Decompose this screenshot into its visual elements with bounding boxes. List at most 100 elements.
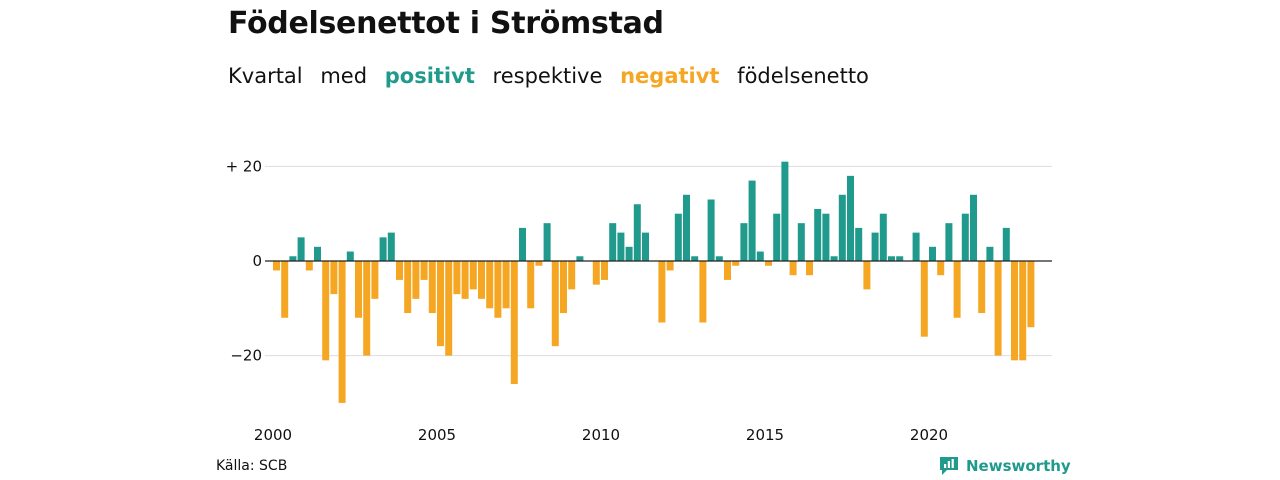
subtitle-word: respektive (492, 64, 603, 88)
bar-negative (863, 261, 871, 290)
bar-positive (691, 256, 699, 261)
bar-positive (756, 251, 764, 261)
bar-negative (486, 261, 494, 309)
bar-negative (273, 261, 280, 271)
bar-positive (879, 213, 887, 261)
bar-positive (838, 194, 846, 261)
bar-positive (929, 246, 936, 261)
x-tick-label: 2000 (254, 426, 292, 444)
bar-negative (371, 261, 379, 299)
bar-negative (601, 261, 608, 280)
bar-negative (551, 261, 559, 347)
bar-negative (724, 261, 731, 280)
bar-negative (502, 261, 510, 309)
bar-positive (314, 246, 321, 261)
y-tick-label: −20 (230, 347, 262, 365)
bar-positive (346, 251, 354, 261)
bar-positive (871, 232, 879, 261)
bar-negative (666, 261, 674, 271)
bar-positive (986, 246, 994, 261)
bar-negative (1019, 261, 1027, 361)
bar-positive (379, 237, 387, 261)
subtitle-negative-label: negativt (620, 64, 720, 88)
bar-negative (494, 261, 502, 318)
bar-positive (715, 256, 723, 261)
bar-positive (822, 213, 830, 261)
bar-positive (289, 256, 297, 261)
bar-positive (847, 175, 854, 261)
bar-negative (338, 261, 346, 403)
bar-positive (797, 223, 805, 261)
bar-negative (428, 261, 436, 314)
bar-positive (683, 194, 690, 261)
x-tick-label: 2010 (582, 426, 620, 444)
bar-positive (781, 161, 789, 261)
bar-positive (576, 256, 584, 261)
bar-positive (387, 232, 395, 261)
bar-negative (363, 261, 371, 356)
bar-negative (789, 261, 797, 276)
bar-negative (330, 261, 338, 295)
bar-negative (478, 261, 485, 299)
subtitle-positive-label: positivt (384, 64, 475, 88)
bar-negative (568, 261, 576, 290)
bar-negative (765, 261, 772, 266)
bar-positive (945, 223, 953, 261)
bar-negative (445, 261, 453, 356)
bar-negative (920, 261, 928, 337)
bar-positive (740, 223, 748, 261)
bar-positive (1002, 227, 1010, 261)
x-tick-label: 2020 (910, 426, 948, 444)
bar-negative (994, 261, 1002, 356)
subtitle-word: Kvartal (228, 64, 303, 88)
bar-negative (453, 261, 461, 295)
bar-positive (888, 256, 895, 261)
bar-positive (642, 232, 649, 261)
bar-negative (305, 261, 313, 271)
source-note: Källa: SCB (216, 458, 288, 474)
bar-positive (297, 237, 305, 261)
bar-negative (937, 261, 945, 276)
bar-negative (281, 261, 289, 318)
bar-positive (970, 194, 977, 261)
bar-negative (592, 261, 600, 285)
bar-negative (535, 261, 543, 266)
subtitle-word: födelsenetto (737, 64, 869, 88)
gridlines (265, 165, 1052, 357)
bar-positive (633, 204, 641, 261)
bar-negative (404, 261, 412, 314)
bar-positive (830, 256, 838, 261)
bar-negative (527, 261, 535, 309)
bar-negative (412, 261, 420, 299)
bar-positive (543, 223, 551, 261)
bar-positive (609, 223, 617, 261)
bar-positive (814, 208, 822, 261)
bar-negative (510, 261, 518, 384)
chart-title: Födelsenettot i Strömstad (228, 6, 664, 41)
bar-negative (978, 261, 986, 314)
y-axis-ticks: + 20 0 −20 (226, 157, 262, 364)
bar-positive (674, 213, 682, 261)
bar-positive (519, 227, 526, 261)
chart-subtitle: Kvartal med positivt respektive negativt… (228, 64, 880, 88)
bar-negative (1027, 261, 1035, 328)
bar-negative (322, 261, 330, 361)
bars (273, 161, 1035, 403)
bar-negative (437, 261, 444, 347)
subtitle-word: med (320, 64, 368, 88)
bar-negative (560, 261, 567, 314)
x-tick-label: 2015 (746, 426, 784, 444)
bar-negative (658, 261, 666, 323)
bar-negative (806, 261, 813, 276)
bar-positive (625, 246, 633, 261)
bar-positive (617, 232, 625, 261)
bar-positive (855, 227, 863, 261)
brand-logo: Newsworthy (938, 456, 1071, 476)
bar-negative (699, 261, 707, 323)
bar-negative (396, 261, 403, 280)
newsworthy-icon (940, 457, 958, 475)
bar-negative (461, 261, 469, 299)
brand-name: Newsworthy (966, 457, 1071, 475)
y-tick-label: + 20 (226, 157, 262, 175)
